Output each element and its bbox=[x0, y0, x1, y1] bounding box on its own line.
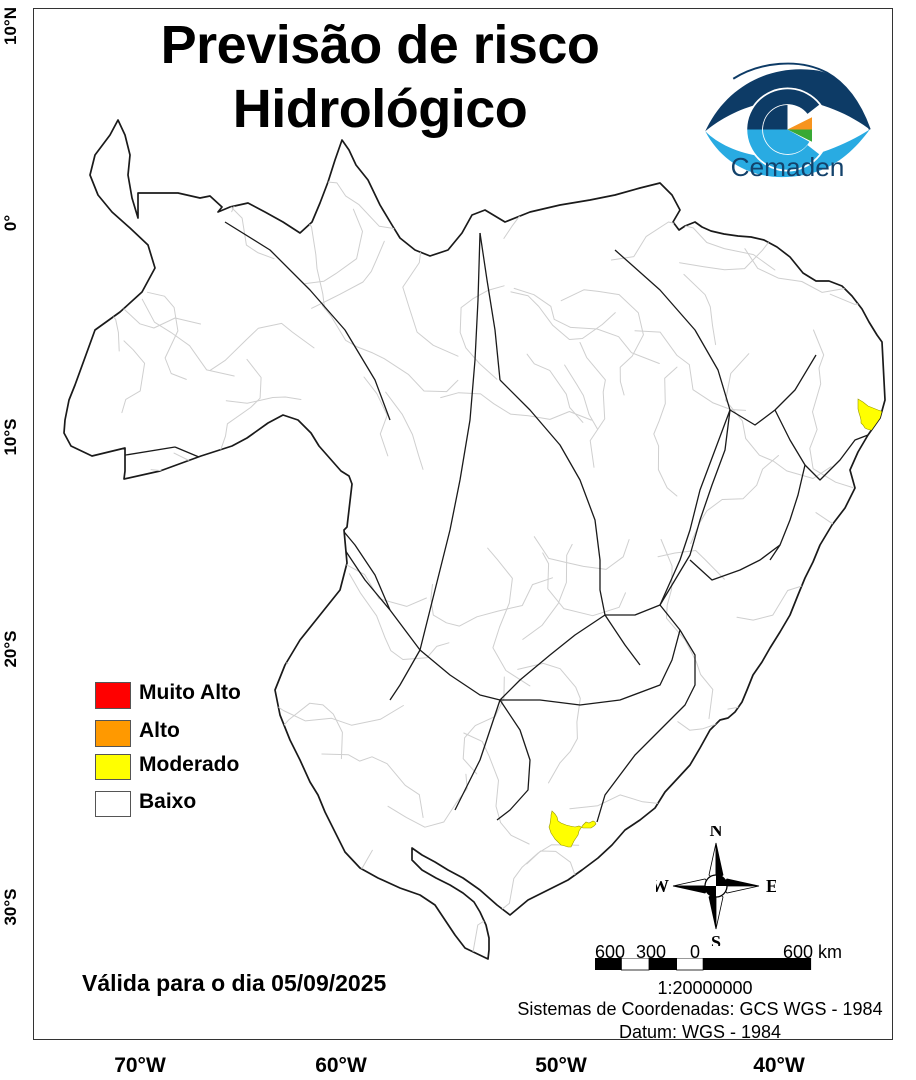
svg-text:E: E bbox=[766, 876, 776, 896]
svg-text:W: W bbox=[656, 876, 669, 896]
svg-text:N: N bbox=[710, 826, 723, 840]
svg-text:S: S bbox=[711, 932, 721, 946]
